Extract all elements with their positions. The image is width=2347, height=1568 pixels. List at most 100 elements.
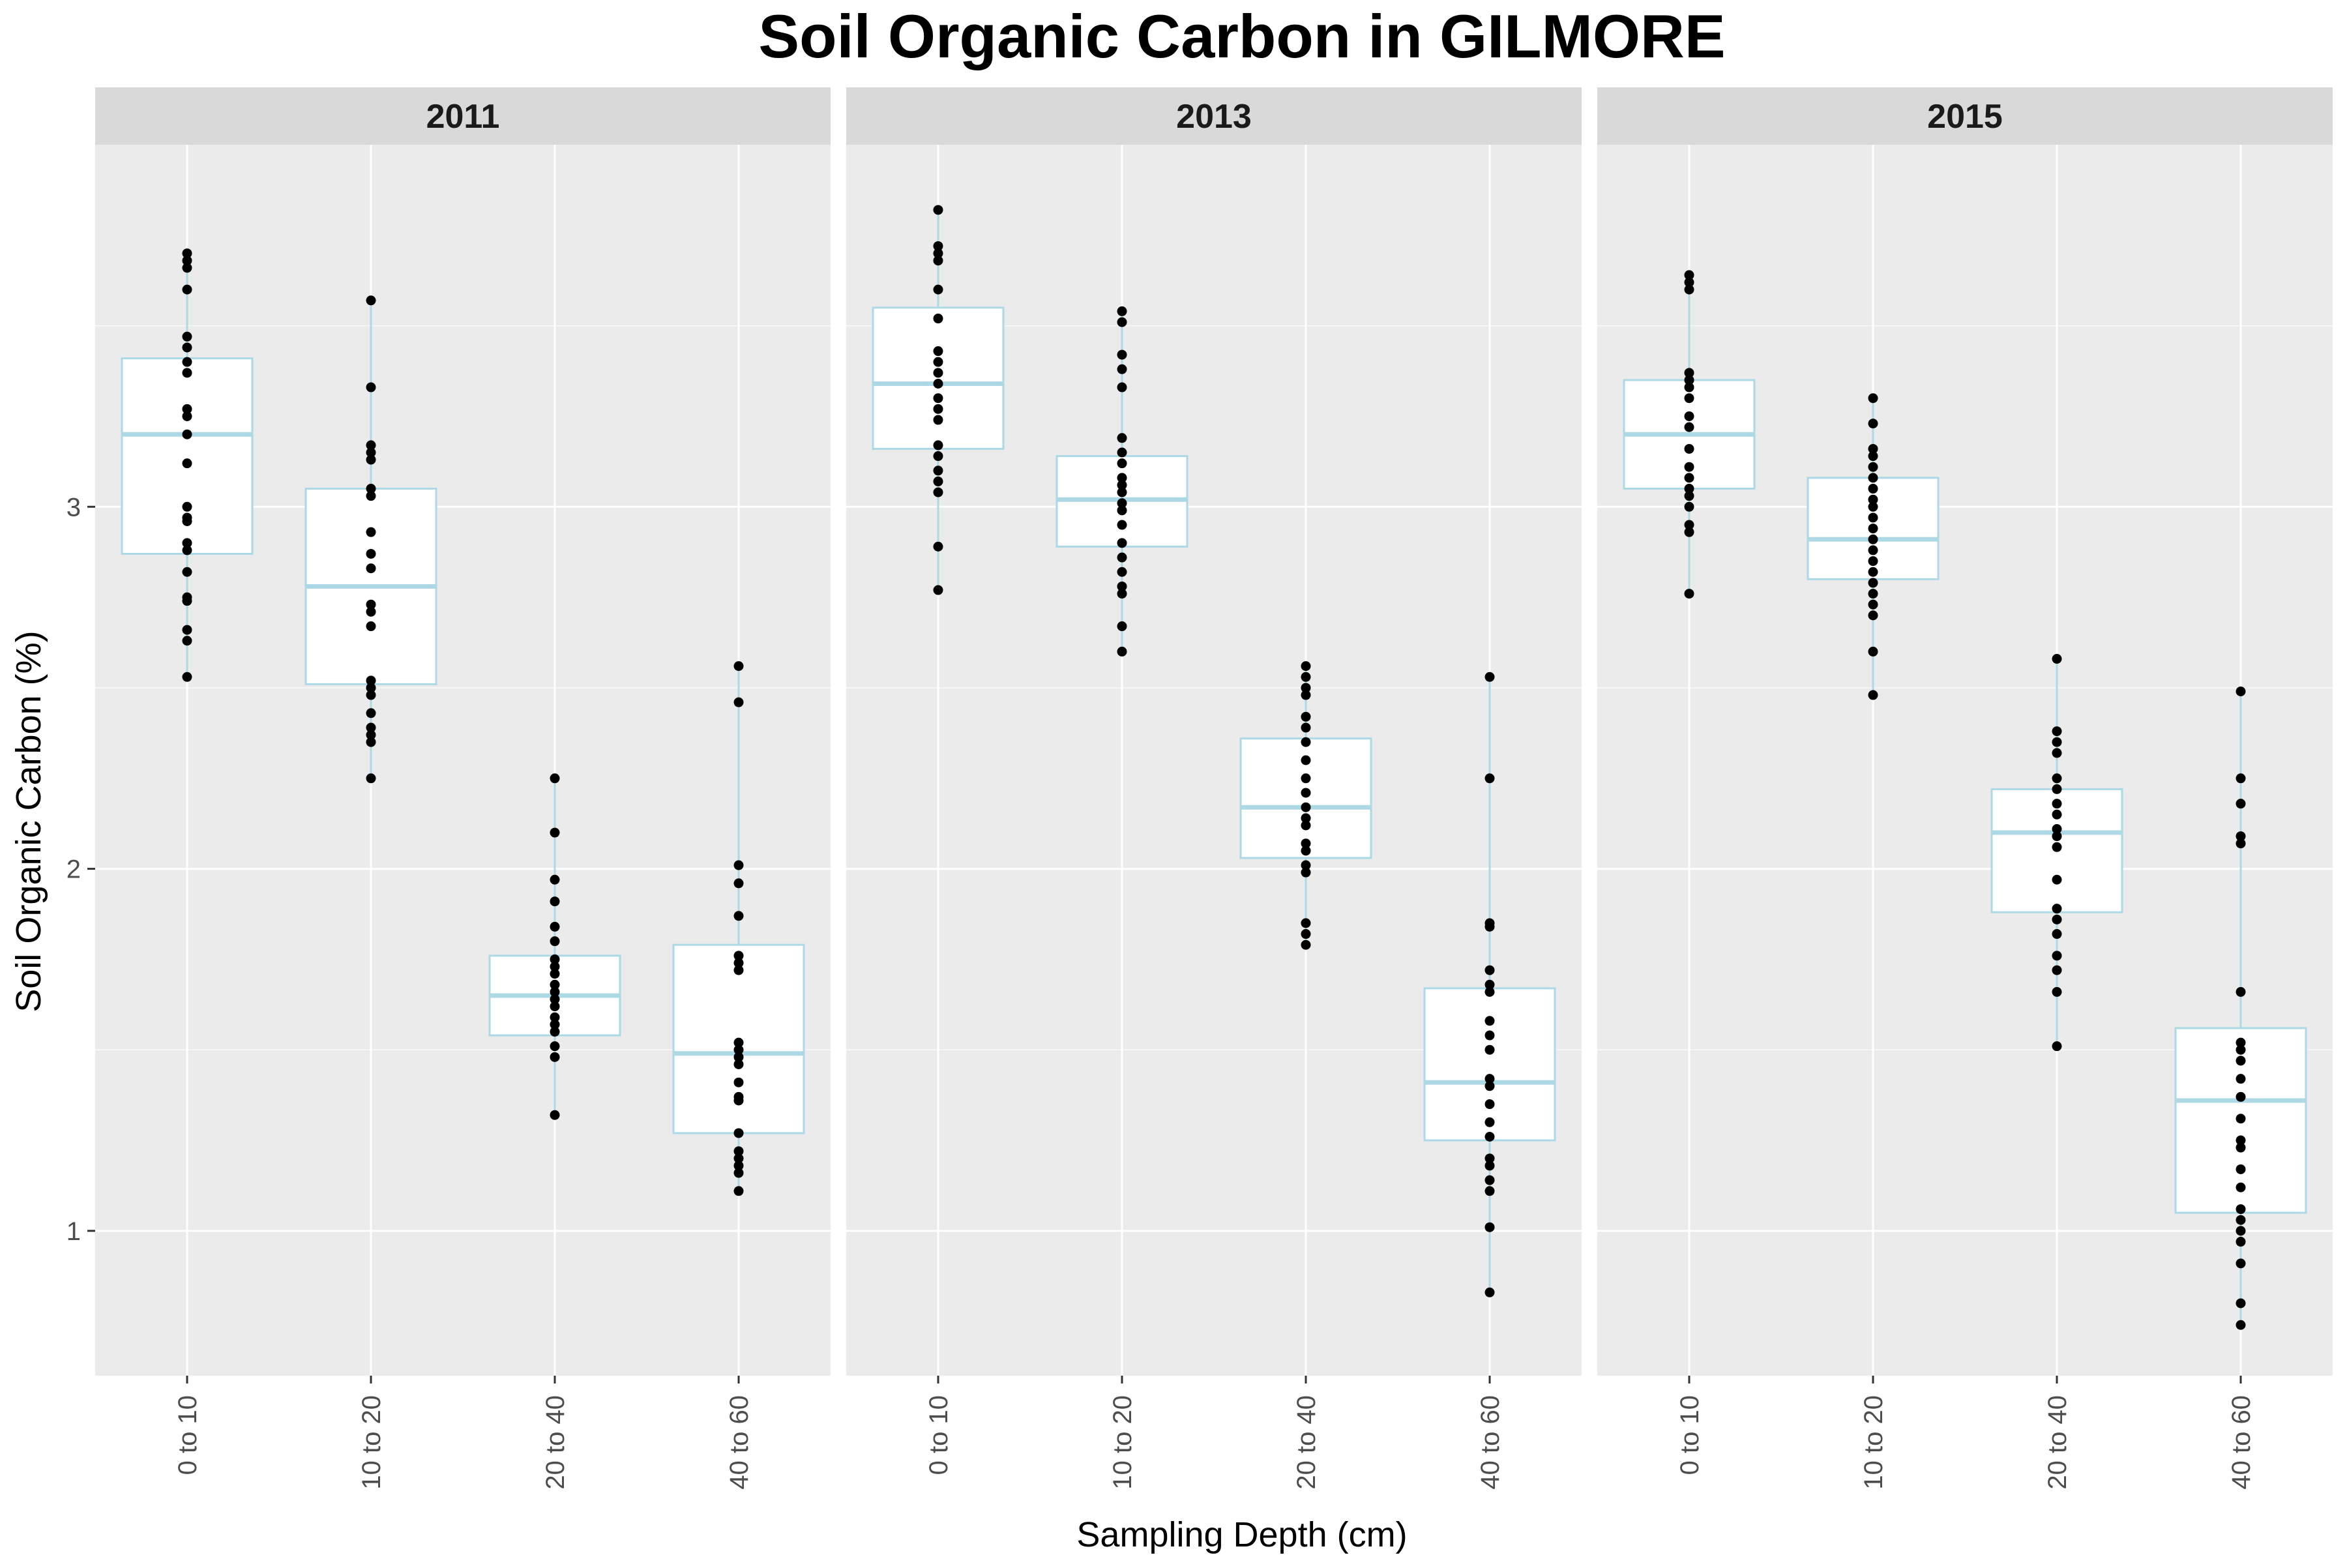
- data-point: [933, 256, 943, 266]
- data-point: [182, 256, 192, 266]
- data-point: [1117, 382, 1127, 392]
- data-point: [2236, 1135, 2246, 1146]
- data-point: [2052, 784, 2062, 794]
- data-point: [1301, 820, 1311, 831]
- data-point: [2236, 1044, 2246, 1055]
- data-point: [550, 921, 560, 932]
- x-tick-label: 0 to 10: [924, 1395, 953, 1475]
- data-point: [2236, 773, 2246, 784]
- data-point: [1868, 419, 1878, 429]
- data-point: [182, 672, 192, 682]
- data-point: [1301, 802, 1311, 812]
- data-point: [550, 896, 560, 907]
- data-point: [366, 454, 376, 465]
- data-point: [1117, 520, 1127, 530]
- box-body: [872, 306, 1005, 450]
- data-point: [1301, 813, 1311, 823]
- data-point: [1484, 979, 1495, 990]
- data-point: [182, 411, 192, 421]
- facet-panel-2015: 2015 0 to 10 10 to 20 20 to 40 40 to 60: [1597, 87, 2333, 1490]
- data-point: [366, 599, 376, 610]
- data-point: [1868, 646, 1878, 657]
- data-point: [733, 1186, 744, 1196]
- y-axis-title: Soil Organic Carbon (%): [9, 630, 48, 1012]
- data-point: [1684, 382, 1694, 392]
- data-point: [933, 368, 943, 378]
- data-point: [2052, 842, 2062, 852]
- data-point: [366, 737, 376, 747]
- data-point: [182, 516, 192, 527]
- data-point: [1684, 411, 1694, 421]
- data-point: [2236, 1320, 2246, 1330]
- box-0-to-10: [872, 205, 1005, 595]
- data-point: [2052, 904, 2062, 914]
- data-point: [1301, 711, 1311, 722]
- data-point: [1484, 921, 1495, 932]
- data-point: [182, 331, 192, 342]
- data-point: [1868, 578, 1878, 588]
- data-point: [366, 621, 376, 632]
- data-point: [733, 1161, 744, 1171]
- data-point: [366, 690, 376, 700]
- y-tick-label: 1: [66, 1217, 81, 1246]
- data-point: [2052, 965, 2062, 975]
- data-point: [1484, 1175, 1495, 1185]
- data-point: [733, 1037, 744, 1048]
- data-point: [1868, 443, 1878, 454]
- data-point: [1868, 524, 1878, 534]
- x-tick-label: 40 to 60: [2227, 1395, 2256, 1490]
- data-point: [366, 563, 376, 574]
- data-point: [550, 773, 560, 784]
- data-point: [733, 958, 744, 968]
- data-point: [1484, 965, 1495, 975]
- data-point: [182, 458, 192, 469]
- data-point: [733, 1052, 744, 1062]
- data-point: [933, 404, 943, 414]
- data-point: [366, 527, 376, 537]
- data-point: [1117, 317, 1127, 327]
- data-point: [933, 248, 943, 259]
- data-point: [182, 538, 192, 548]
- data-point: [182, 625, 192, 635]
- data-point: [182, 501, 192, 512]
- data-point: [933, 284, 943, 295]
- data-point: [733, 951, 744, 961]
- data-point: [2236, 1114, 2246, 1124]
- x-tick-label: 10 to 20: [357, 1395, 386, 1490]
- data-point: [733, 697, 744, 707]
- data-point: [1301, 860, 1311, 870]
- data-point: [1868, 494, 1878, 505]
- data-point: [1301, 929, 1311, 939]
- data-point: [1484, 1186, 1495, 1196]
- box-0-to-10: [1623, 270, 1756, 599]
- data-point: [1684, 462, 1694, 472]
- facet-strip: [846, 87, 1582, 145]
- data-point: [1484, 672, 1495, 682]
- data-point: [1684, 491, 1694, 501]
- data-point: [366, 708, 376, 718]
- data-point: [1484, 1117, 1495, 1127]
- data-point: [2236, 1074, 2246, 1084]
- data-point: [2052, 799, 2062, 809]
- data-point: [2236, 686, 2246, 696]
- data-point: [1117, 433, 1127, 443]
- box-40-to-60: [1423, 672, 1556, 1297]
- data-point: [550, 1019, 560, 1029]
- data-point: [550, 1052, 560, 1062]
- data-point: [1301, 788, 1311, 798]
- data-point: [550, 969, 560, 979]
- x-tick-label: 20 to 40: [1292, 1395, 1321, 1490]
- data-point: [1301, 672, 1311, 682]
- facet-strip-label: 2015: [1927, 98, 2003, 136]
- data-point: [366, 606, 376, 617]
- facet-strip: [1597, 87, 2333, 145]
- data-point: [2052, 809, 2062, 820]
- data-point: [1117, 306, 1127, 316]
- data-point: [1868, 451, 1878, 462]
- data-point: [1117, 621, 1127, 632]
- data-point: [182, 263, 192, 273]
- data-point: [1117, 552, 1127, 563]
- chart-title: Soil Organic Carbon in GILMORE: [758, 2, 1725, 70]
- data-point: [2236, 1056, 2246, 1066]
